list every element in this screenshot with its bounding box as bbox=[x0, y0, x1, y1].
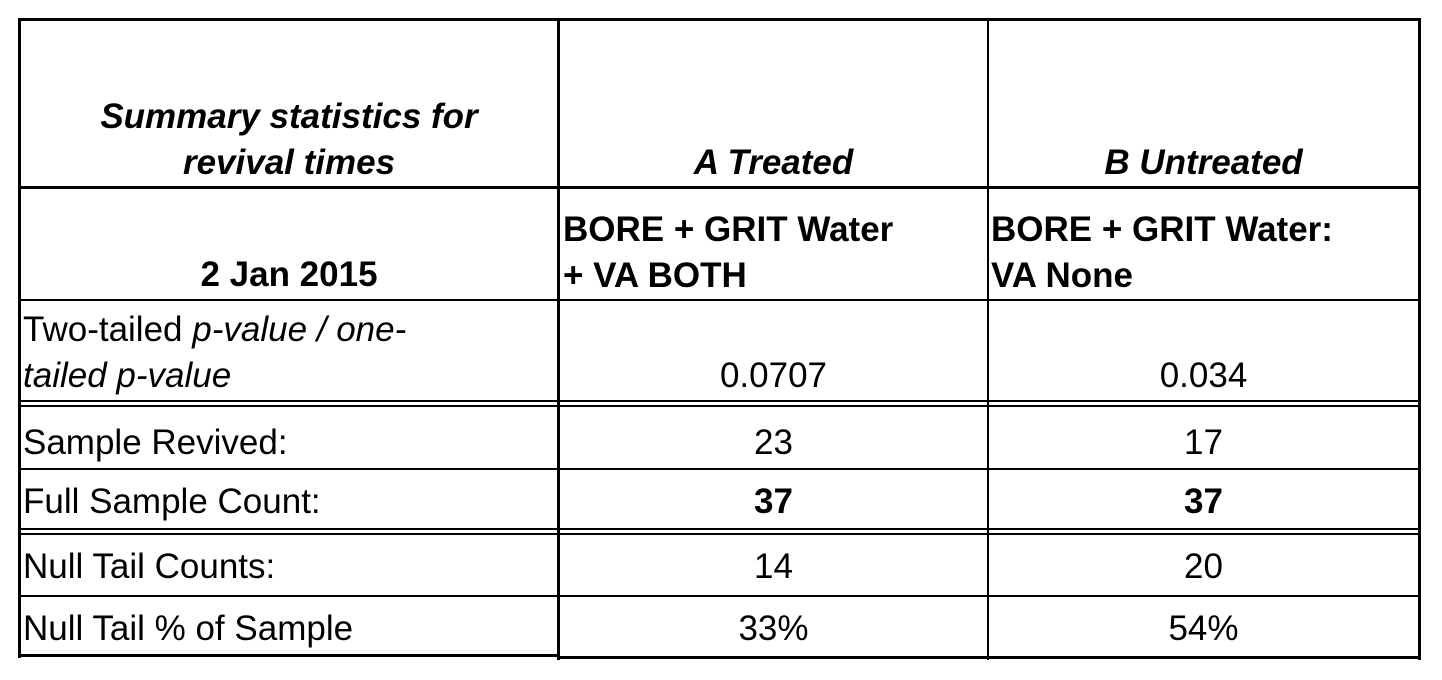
row-label-null-tail-percent: Null Tail % of Sample bbox=[23, 609, 354, 648]
column-b-description-line-1: BORE + GRIT Water: bbox=[991, 210, 1333, 249]
pvalue-a: 0.0707 bbox=[719, 356, 828, 395]
row-divider-count-a bbox=[18, 528, 1421, 530]
row-divider-tail bbox=[18, 595, 1421, 597]
table-title-line-1: Summary statistics for bbox=[100, 97, 478, 136]
column-a-description-line-1: BORE + GRIT Water bbox=[563, 210, 894, 249]
column-divider-2 bbox=[987, 18, 989, 660]
column-a-description-line-2: + VA BOTH bbox=[563, 256, 747, 295]
sample-revived-b: 17 bbox=[1184, 423, 1223, 462]
row-label-sample-revived: Sample Revived: bbox=[23, 423, 288, 462]
null-tail-percent-a: 33% bbox=[738, 609, 809, 648]
table-title: Summary statistics for revival times bbox=[21, 94, 557, 186]
null-tail-counts-b: 20 bbox=[1184, 547, 1223, 586]
row-label-pvalue: Two-tailed p-value / one- tailed p-value bbox=[23, 307, 557, 399]
table-border-bottom-right bbox=[560, 656, 1421, 659]
column-b-description-line-2: VA None bbox=[991, 256, 1133, 295]
row-divider-revived bbox=[18, 468, 1421, 470]
pvalue-b: 0.034 bbox=[1159, 356, 1248, 395]
row-label-pvalue-part-2: p-value / one- bbox=[192, 310, 407, 349]
table-border-right bbox=[1418, 18, 1421, 660]
row-label-pvalue-part-1: Two-tailed bbox=[23, 310, 193, 349]
row-label-null-tail-counts: Null Tail Counts: bbox=[23, 547, 276, 586]
table-border-bottom-left bbox=[18, 654, 560, 657]
row-divider-subheader bbox=[18, 299, 1421, 301]
full-sample-count-b: 37 bbox=[1184, 482, 1223, 521]
column-b-description: BORE + GRIT Water: VA None bbox=[991, 207, 1418, 299]
null-tail-percent-b: 54% bbox=[1168, 609, 1239, 648]
column-a-description: BORE + GRIT Water + VA BOTH bbox=[563, 207, 987, 299]
row-divider-pvalue-a bbox=[18, 400, 1421, 402]
full-sample-count-a: 37 bbox=[754, 482, 793, 521]
row-label-pvalue-part-3: tailed p-value bbox=[23, 356, 232, 395]
row-divider-count-b bbox=[18, 533, 1421, 535]
sample-revived-a: 23 bbox=[754, 423, 793, 462]
row-divider-pvalue-b bbox=[18, 405, 1421, 407]
table-border-left bbox=[18, 18, 21, 658]
column-header-b: B Untreated bbox=[1104, 143, 1303, 182]
table-border-top bbox=[18, 18, 1421, 21]
date-label: 2 Jan 2015 bbox=[200, 255, 378, 294]
row-label-full-sample-count: Full Sample Count: bbox=[23, 482, 321, 521]
column-header-a: A Treated bbox=[693, 143, 854, 182]
row-divider-header bbox=[18, 186, 1421, 189]
column-divider-1 bbox=[557, 18, 560, 660]
null-tail-counts-a: 14 bbox=[754, 547, 793, 586]
table-title-line-2: revival times bbox=[182, 143, 396, 182]
